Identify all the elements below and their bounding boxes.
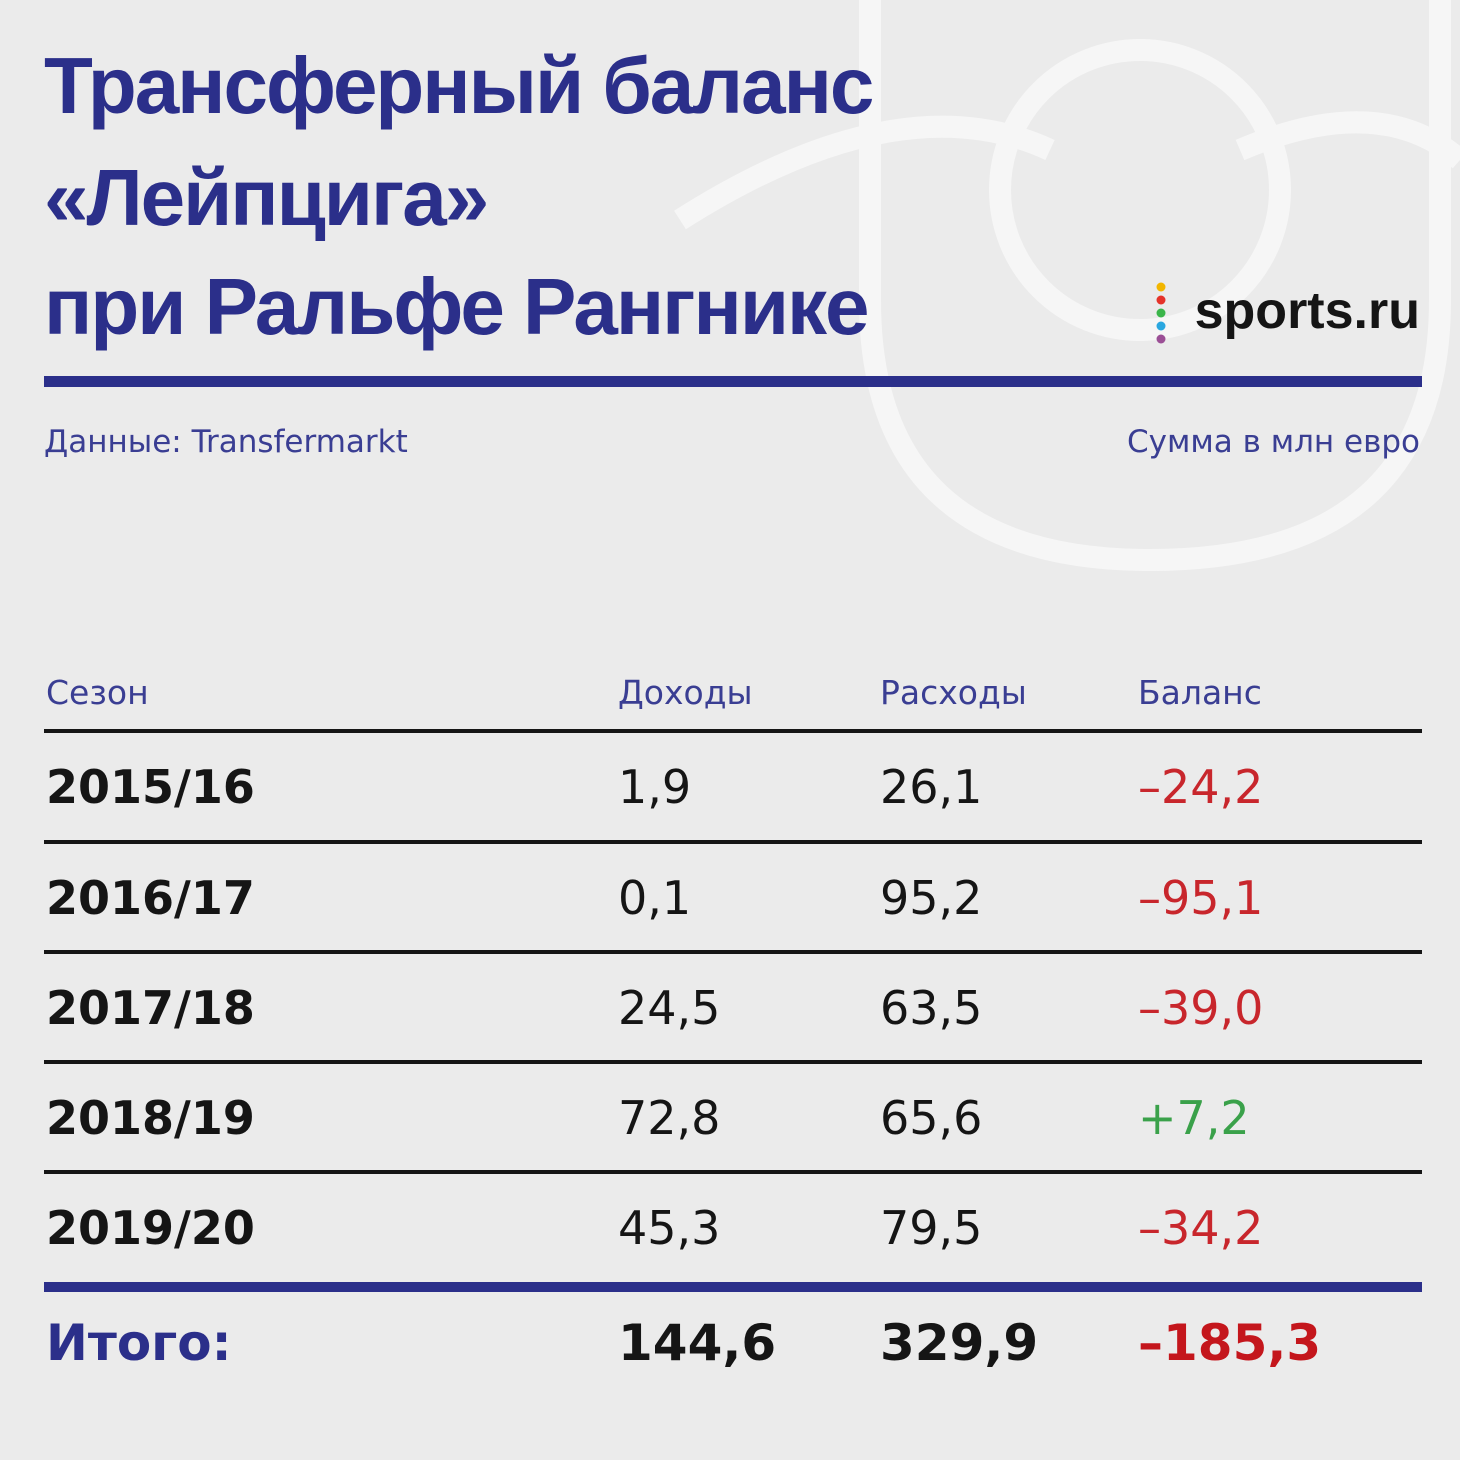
- column-header: Доходы: [618, 673, 753, 712]
- column-header: Баланс: [1138, 673, 1262, 712]
- row-rule: [44, 1170, 1422, 1174]
- title-rule: [44, 376, 1422, 387]
- cell: 45,3: [618, 1201, 720, 1255]
- cell: 95,2: [880, 871, 982, 925]
- title-line: при Ральфе Рангнике: [44, 262, 868, 351]
- cell: 24,5: [618, 981, 720, 1035]
- total-cell: 144,6: [618, 1314, 776, 1372]
- row-rule: [44, 950, 1422, 954]
- units: Сумма в млн евро: [1127, 424, 1420, 460]
- source: Данные: Transfermarkt: [44, 424, 408, 460]
- cell: –39,0: [1138, 981, 1263, 1035]
- cell: 65,6: [880, 1091, 982, 1145]
- cell: –95,1: [1138, 871, 1263, 925]
- season: 2017/18: [46, 981, 255, 1035]
- logo-dots: [1156, 282, 1166, 344]
- cell: 0,1: [618, 871, 691, 925]
- total-cell: –185,3: [1138, 1314, 1321, 1372]
- cell: 26,1: [880, 760, 982, 814]
- cell: 63,5: [880, 981, 982, 1035]
- logo: sports.ru: [1195, 282, 1420, 340]
- season: 2018/19: [46, 1091, 255, 1145]
- title-line: «Лейпцига»: [44, 153, 487, 242]
- total-label: Итого:: [46, 1314, 232, 1372]
- watermark: [674, 0, 1460, 572]
- season: 2016/17: [46, 871, 255, 925]
- title-line: Трансферный баланс: [44, 41, 873, 130]
- season: 2019/20: [46, 1201, 255, 1255]
- row-rule: [44, 729, 1422, 733]
- season: 2015/16: [46, 760, 255, 814]
- column-header: Расходы: [880, 673, 1027, 712]
- row-rule: [44, 840, 1422, 844]
- cell: –34,2: [1138, 1201, 1263, 1255]
- total-rule: [44, 1282, 1422, 1292]
- cell: 72,8: [618, 1091, 720, 1145]
- cell: +7,2: [1138, 1091, 1250, 1145]
- row-rule: [44, 1060, 1422, 1064]
- column-header: Сезон: [46, 673, 149, 712]
- table: Сезон Доходы Расходы Баланс 2015/16 1,9 26,1 –2…: [44, 673, 1422, 1372]
- cell: 79,5: [880, 1201, 982, 1255]
- cell: 1,9: [618, 760, 691, 814]
- cell: –24,2: [1138, 760, 1263, 814]
- total-cell: 329,9: [880, 1314, 1038, 1372]
